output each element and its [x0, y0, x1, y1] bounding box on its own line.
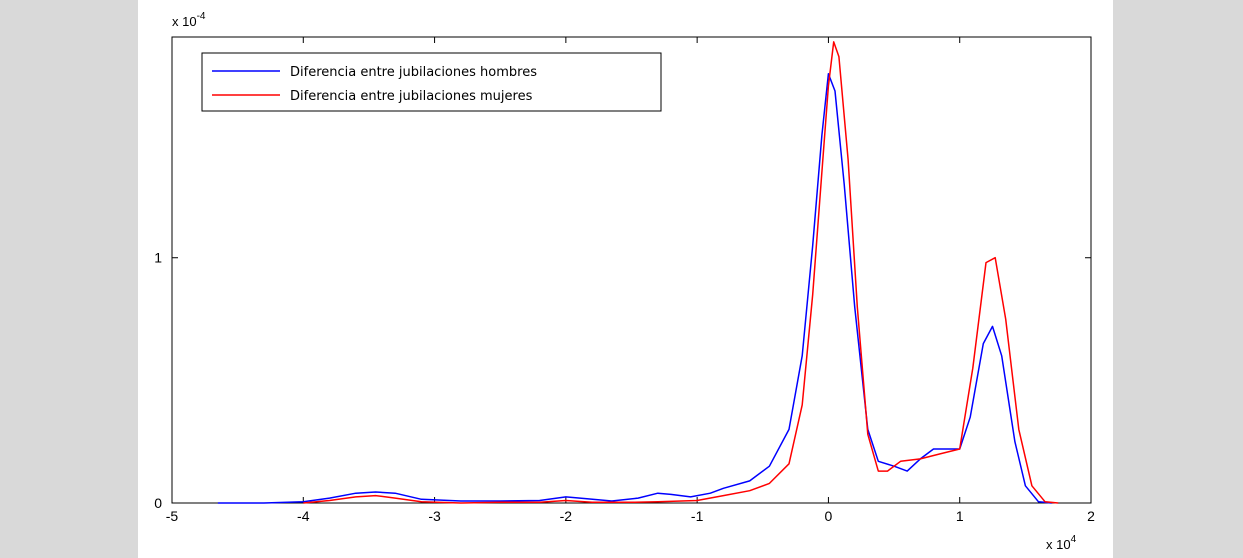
- axis-ticks: -5 -4 -3 -2 -1 0 1 2 0 1: [154, 37, 1095, 524]
- series-line-mujeres: [303, 41, 1059, 504]
- y-tick-label-0: 0: [154, 495, 162, 511]
- legend-box: [201, 52, 662, 112]
- figure-panel: -5 -4 -3 -2 -1 0 1 2 0 1 x 10-4 x 104 Diferencia …: [138, 0, 1113, 558]
- x-tick-label-7: 2: [1087, 508, 1095, 524]
- series-lines: [217, 41, 1059, 504]
- x-tick-label-4: -1: [691, 508, 704, 524]
- x-tick-label-1: -4: [297, 508, 310, 524]
- x-tick-label-5: 0: [825, 508, 833, 524]
- x-tick-label-6: 1: [956, 508, 964, 524]
- series-line-hombres: [217, 73, 1052, 504]
- x-tick-label-2: -3: [428, 508, 441, 524]
- y-tick-label-1: 1: [154, 250, 162, 266]
- y-multiplier-label: x 10-4: [172, 11, 206, 29]
- plot-area: [171, 36, 1092, 504]
- x-tick-label-3: -2: [560, 508, 573, 524]
- legend-label-hombres: Diferencia entre jubilaciones hombres: [290, 65, 537, 80]
- line-chart: -5 -4 -3 -2 -1 0 1 2 0 1 x 10-4 x 104 Diferencia …: [154, 11, 1095, 552]
- x-multiplier-label: x 104: [1046, 534, 1077, 552]
- x-tick-label-0: -5: [166, 508, 179, 524]
- legend-label-mujeres: Diferencia entre jubilaciones mujeres: [290, 89, 533, 104]
- legend: Diferencia entre jubilaciones hombres Di…: [201, 52, 662, 112]
